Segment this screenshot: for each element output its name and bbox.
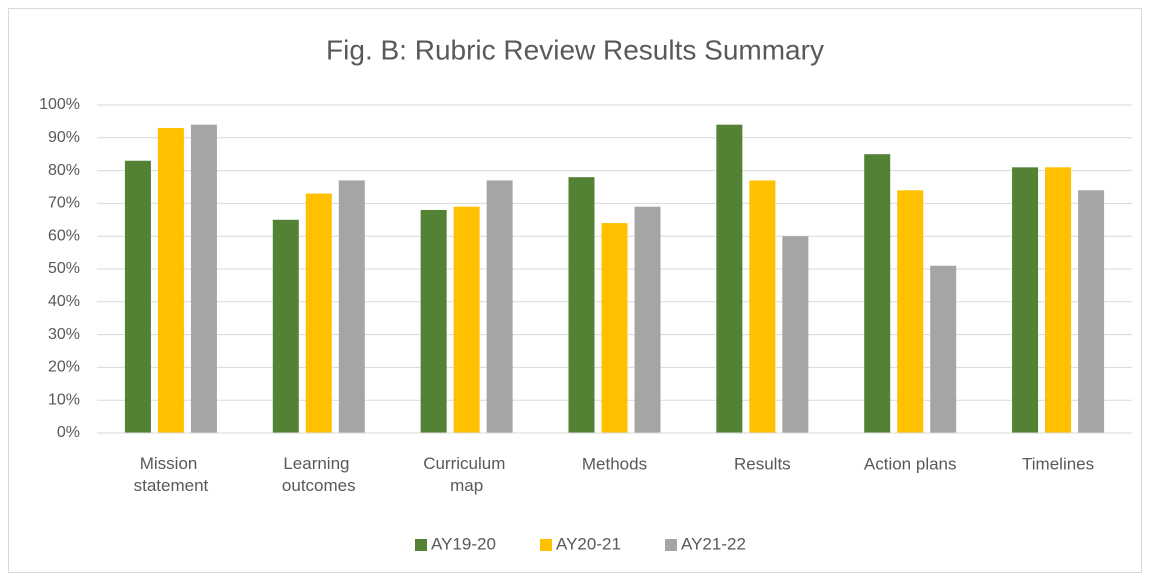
bar [749, 180, 776, 433]
x-tick-label: Action plans [864, 454, 957, 473]
bar [864, 154, 891, 433]
y-tick-label: 30% [48, 326, 80, 343]
x-tick-label: Mission statement [134, 454, 209, 495]
x-tick-label: Learning outcomes [282, 454, 356, 495]
bar [634, 206, 661, 433]
bar [338, 180, 365, 433]
legend-swatch [540, 539, 552, 551]
bar [601, 223, 628, 433]
y-tick-label: 10% [48, 391, 80, 408]
x-tick-label: Results [734, 454, 791, 473]
y-tick-label: 40% [48, 293, 80, 310]
bar [1078, 190, 1105, 433]
bar [1045, 167, 1072, 433]
bar [420, 209, 447, 433]
y-tick-label: 70% [48, 195, 80, 212]
bar [486, 180, 513, 433]
y-tick-label: 80% [48, 162, 80, 179]
bar [305, 193, 332, 433]
bar [272, 219, 299, 433]
x-tick-label: Curriculum map [423, 454, 510, 495]
y-tick-label: 60% [48, 227, 80, 244]
bar [716, 124, 743, 434]
y-tick-label: 90% [48, 129, 80, 146]
legend-label: AY20-21 [556, 534, 621, 553]
bar [453, 206, 480, 433]
bar [1012, 167, 1039, 433]
legend-swatch [665, 539, 677, 551]
y-tick-label: 20% [48, 359, 80, 376]
bar [568, 177, 595, 433]
legend-label: AY21-22 [681, 534, 746, 553]
bar [124, 160, 151, 433]
legend-label: AY19-20 [431, 534, 496, 553]
bar [190, 124, 217, 434]
y-tick-label: 50% [48, 260, 80, 277]
x-tick-label: Timelines [1022, 454, 1094, 473]
bar [930, 265, 957, 433]
bar [157, 127, 184, 434]
bar [782, 236, 809, 433]
x-tick-label: Methods [582, 454, 647, 473]
y-tick-label: 0% [57, 424, 80, 441]
legend-swatch [415, 539, 427, 551]
y-tick-label: 100% [39, 96, 80, 113]
bar [897, 190, 924, 433]
chart-title: Fig. B: Rubric Review Results Summary [326, 34, 824, 65]
